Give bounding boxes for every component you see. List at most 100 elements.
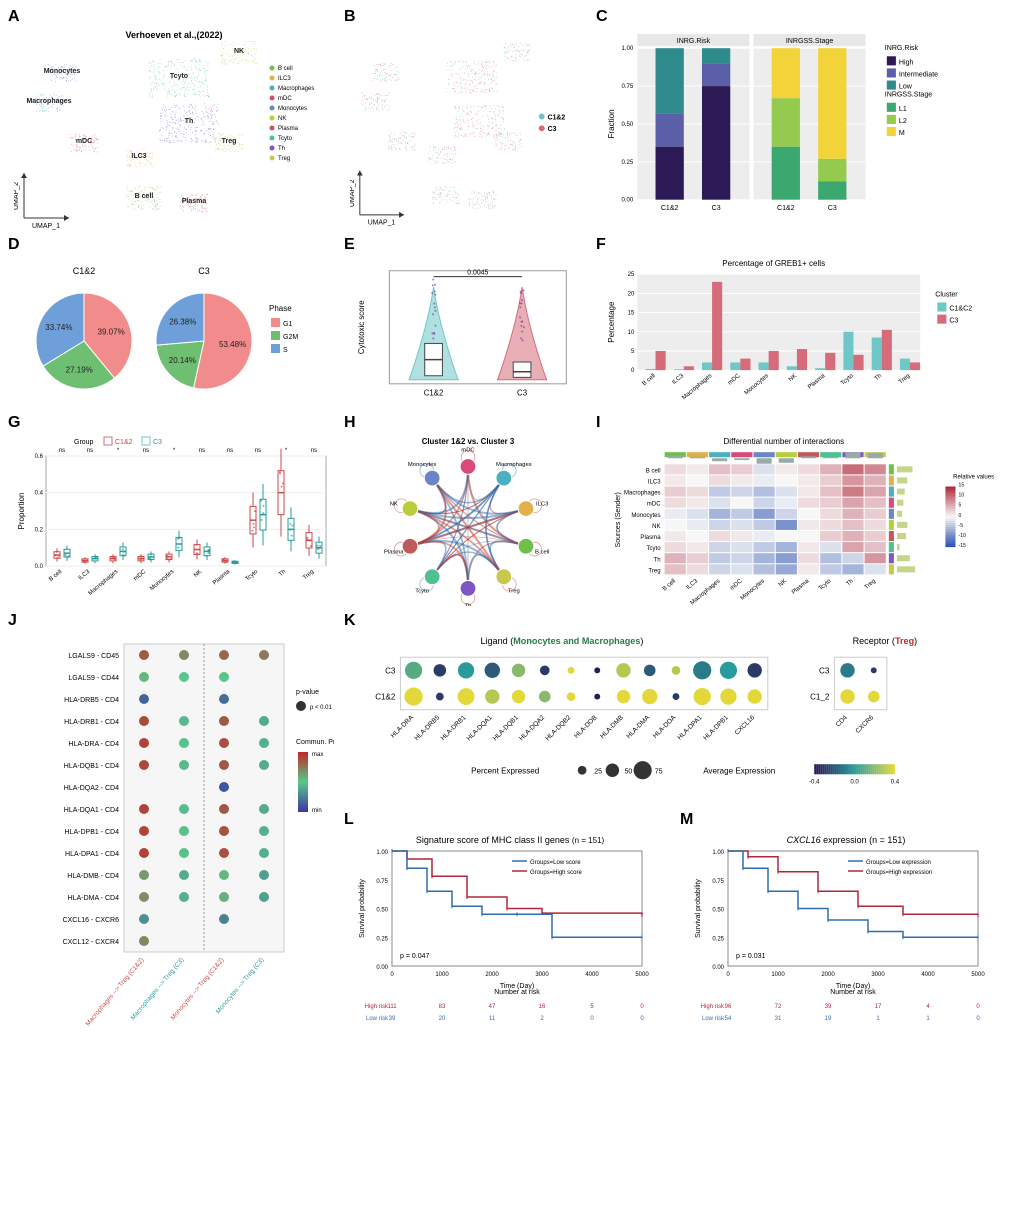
svg-text:39: 39 <box>389 1016 396 1022</box>
svg-text:ILC3: ILC3 <box>648 479 661 485</box>
svg-text:p < 0.01: p < 0.01 <box>310 705 333 711</box>
svg-text:17: 17 <box>875 1004 882 1010</box>
svg-text:INRG.Risk: INRG.Risk <box>885 45 919 52</box>
panel-label-l: L <box>344 811 354 829</box>
svg-text:C3: C3 <box>517 389 528 398</box>
svg-text:ILC3: ILC3 <box>671 373 685 386</box>
svg-text:B cell: B cell <box>535 549 549 555</box>
svg-text:0.0: 0.0 <box>850 779 859 785</box>
svg-text:Plasma: Plasma <box>212 569 232 587</box>
svg-text:Relative values: Relative values <box>953 474 994 480</box>
svg-text:0.0: 0.0 <box>35 564 44 570</box>
svg-text:CXCR6: CXCR6 <box>855 714 876 735</box>
svg-text:B cell: B cell <box>646 468 661 474</box>
svg-text:Th: Th <box>846 578 855 587</box>
svg-text:*: * <box>117 448 120 454</box>
svg-text:50: 50 <box>624 768 632 775</box>
bar-chart-greb1: Percentage of GREB1+ cells0510152025Perc… <box>602 256 1006 413</box>
svg-text:LGALS9 - CD44: LGALS9 - CD44 <box>68 675 119 682</box>
svg-text:p-value: p-value <box>296 689 319 696</box>
svg-text:HLA-DQA2: HLA-DQA2 <box>518 714 546 742</box>
svg-text:M: M <box>899 130 905 137</box>
svg-text:C3: C3 <box>712 205 721 212</box>
panel-label-c: C <box>596 8 608 26</box>
svg-text:31: 31 <box>775 1016 782 1022</box>
svg-text:B cell: B cell <box>48 569 63 583</box>
svg-text:Plasma: Plasma <box>278 126 299 132</box>
svg-text:HLA-DPA1 - CD4: HLA-DPA1 - CD4 <box>65 851 119 858</box>
svg-text:11: 11 <box>489 1016 496 1022</box>
svg-text:HLA-DPB1 - CD4: HLA-DPB1 - CD4 <box>65 829 120 836</box>
svg-text:p = 0.031: p = 0.031 <box>736 953 765 960</box>
svg-text:C1&2: C1&2 <box>424 389 444 398</box>
svg-text:Tcyto: Tcyto <box>245 569 260 583</box>
svg-text:20: 20 <box>628 291 635 297</box>
svg-text:ns: ns <box>59 448 65 454</box>
svg-text:HLA-DPA1: HLA-DPA1 <box>676 714 704 742</box>
svg-text:C3: C3 <box>385 666 396 675</box>
svg-text:HLA-DQA2 - CD4: HLA-DQA2 - CD4 <box>64 785 119 792</box>
svg-text:ns: ns <box>87 448 93 454</box>
svg-text:Th: Th <box>278 569 287 578</box>
svg-text:72: 72 <box>775 1004 782 1010</box>
svg-text:*: * <box>285 448 288 454</box>
svg-text:G1: G1 <box>283 321 292 328</box>
svg-text:39.07%: 39.07% <box>98 327 125 336</box>
dotplot-ligand-receptor: Ligand (Monocytes and Macrophages)Recept… <box>350 632 1006 809</box>
panel-i: I Differential number of interactionsB c… <box>598 416 1010 606</box>
svg-text:mDC: mDC <box>647 502 661 508</box>
svg-text:ns: ns <box>255 448 261 454</box>
svg-text:27.19%: 27.19% <box>66 365 93 374</box>
svg-text:Monocytes: Monocytes <box>278 106 307 112</box>
svg-text:-15: -15 <box>959 543 966 549</box>
svg-text:0.50: 0.50 <box>376 908 388 914</box>
svg-text:2000: 2000 <box>485 972 499 978</box>
heatmap-interactions: Differential number of interactionsB cel… <box>602 434 1006 611</box>
svg-text:25: 25 <box>594 768 602 775</box>
svg-text:Tcyto: Tcyto <box>415 589 429 595</box>
svg-text:20: 20 <box>439 1016 446 1022</box>
panel-label-g: G <box>8 414 20 432</box>
svg-text:Treg: Treg <box>864 578 877 590</box>
boxplot-proportion: GroupC1&2C30.00.20.40.6ProportionnsB cel… <box>14 434 334 609</box>
svg-text:C3: C3 <box>548 126 557 133</box>
svg-text:HLA-DMA - CD4: HLA-DMA - CD4 <box>68 895 119 902</box>
svg-text:Monocytes: Monocytes <box>44 68 81 75</box>
svg-text:Groups=High expression: Groups=High expression <box>866 870 932 876</box>
panel-a: A Verhoeven et al.,(2022)UMAP_1UMAP_2Mon… <box>10 10 338 230</box>
svg-text:NK: NK <box>390 501 398 507</box>
svg-text:0.75: 0.75 <box>376 879 388 885</box>
svg-text:Signature score of MHC class I: Signature score of MHC class II genes (n… <box>416 835 605 845</box>
svg-text:NK: NK <box>193 569 203 579</box>
svg-text:Monocytes: Monocytes <box>408 462 436 468</box>
svg-text:20.14%: 20.14% <box>169 356 196 365</box>
svg-text:Plasma: Plasma <box>640 535 661 541</box>
svg-text:C1&2: C1&2 <box>73 266 96 276</box>
svg-text:33.74%: 33.74% <box>45 323 72 332</box>
svg-text:CD4: CD4 <box>835 714 849 728</box>
svg-text:Average Expression: Average Expression <box>703 766 775 775</box>
svg-text:0.00: 0.00 <box>712 965 724 971</box>
panel-l: L Signature score of MHC class II genes … <box>346 813 674 1043</box>
svg-text:C3: C3 <box>949 318 958 325</box>
svg-text:High: High <box>899 59 914 66</box>
svg-text:0: 0 <box>640 1016 644 1022</box>
svg-text:L1: L1 <box>899 106 907 113</box>
svg-text:HLA-DQA1: HLA-DQA1 <box>466 714 494 742</box>
svg-text:HLA-DOB: HLA-DOB <box>573 714 599 740</box>
svg-text:1.00: 1.00 <box>376 850 388 856</box>
panel-g: G GroupC1&2C30.00.20.40.6ProportionnsB c… <box>10 416 338 606</box>
svg-text:25: 25 <box>628 272 635 278</box>
panel-label-j: J <box>8 612 17 630</box>
svg-text:C3: C3 <box>198 266 210 276</box>
panel-label-h: H <box>344 414 356 432</box>
panel-h: H Cluster 1&2 vs. Cluster 3mDCMacrophage… <box>346 416 590 606</box>
panel-f: F Percentage of GREB1+ cells0510152025Pe… <box>598 238 1010 408</box>
svg-text:19: 19 <box>825 1016 832 1022</box>
svg-text:min: min <box>312 808 322 814</box>
svg-text:75: 75 <box>655 768 663 775</box>
svg-text:54: 54 <box>725 1016 732 1022</box>
panel-label-i: I <box>596 414 600 432</box>
svg-text:-0.4: -0.4 <box>809 779 820 785</box>
svg-text:0.50: 0.50 <box>622 122 634 128</box>
